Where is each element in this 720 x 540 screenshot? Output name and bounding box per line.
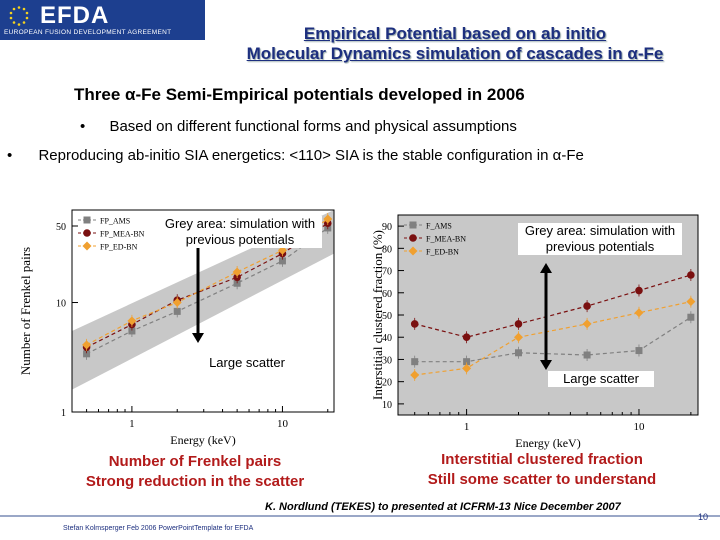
x-tick-label: 10	[633, 421, 645, 433]
bullet-text: Based on different functional forms and …	[109, 118, 517, 135]
y-tick-label: 10	[382, 400, 392, 411]
right-plot-caption: Interstitial clustered fraction Still so…	[392, 450, 692, 490]
series-line	[86, 227, 329, 355]
data-point	[173, 307, 181, 315]
right-caption-line-2: Still some scatter to understand	[427, 471, 657, 488]
y-tick-label: 50	[56, 222, 66, 233]
legend-entry: FP_MEA-BN	[100, 230, 145, 239]
legend-entry: F_ED-BN	[426, 248, 459, 257]
y-tick-label: 60	[382, 289, 392, 300]
y-tick-label: 90	[382, 222, 392, 233]
data-point	[687, 313, 695, 321]
legend-entry: FP_ED-BN	[100, 243, 138, 252]
legend-marker	[82, 241, 92, 251]
data-point	[410, 320, 419, 328]
data-point	[583, 302, 591, 310]
footer-text: Stefan Kolmsperger Feb 2006 PowerPointTe…	[63, 525, 254, 532]
series-line	[86, 222, 329, 348]
bullet-text: Reproducing ab-initio SIA energetics: <1…	[38, 147, 584, 164]
data-point	[410, 370, 420, 380]
x-tick-label: 1	[129, 418, 135, 430]
legend-marker	[408, 246, 418, 256]
x-tick-label: 1	[464, 421, 470, 433]
scatter-arrow-head-down	[192, 333, 204, 343]
y-tick-label: 20	[382, 378, 392, 389]
data-point	[277, 245, 287, 255]
y-tick-label: 80	[382, 244, 392, 255]
left-plot-annotation: Grey area: simulation with previous pote…	[158, 216, 322, 248]
data-point	[82, 340, 92, 350]
data-point	[128, 327, 136, 335]
data-point	[635, 347, 643, 355]
page-number: 10	[698, 512, 709, 522]
y-tick-label: 70	[382, 267, 392, 278]
bullet-functional-forms: • Based on different functional forms an…	[80, 118, 517, 135]
y-tick-label: 10	[56, 299, 66, 310]
data-point	[83, 350, 91, 358]
data-point	[278, 257, 286, 265]
series-line	[414, 316, 692, 363]
legend-marker	[83, 229, 91, 237]
series-line	[414, 274, 692, 338]
y-tick-label: 30	[382, 355, 392, 366]
x-tick-label: 10	[277, 418, 289, 430]
data-point	[514, 349, 522, 357]
left-caption-line-1: Number of Frenkel pairs	[108, 453, 282, 470]
legend-entry: F_AMS	[426, 222, 452, 231]
x-axis-label: Energy (keV)	[515, 436, 580, 450]
right-caption-line-1: Interstitial clustered fraction	[441, 451, 643, 468]
legend-entry: FP_AMS	[100, 217, 130, 226]
y-axis-label: Interstitial clustered fraction (%)	[370, 230, 385, 400]
data-point	[462, 363, 472, 373]
data-point	[687, 271, 695, 279]
y-tick-label: 1	[61, 408, 66, 419]
scatter-arrow-head-up	[540, 263, 552, 273]
logo-subtitle: EUROPEAN FUSION DEVELOPMENT AGREEMENT	[4, 29, 172, 36]
y-tick-label: 40	[382, 333, 392, 344]
data-point	[583, 351, 591, 359]
logo-text: EFDA	[40, 2, 110, 29]
data-point	[232, 267, 242, 277]
legend-marker	[409, 234, 417, 242]
right-plot-scatter-note: Large scatter	[548, 371, 654, 387]
right-plot-annotation: Grey area: simulation with previous pote…	[518, 223, 682, 255]
bullet-ab-initio: • Reproducing ab-initio SIA energetics: …	[7, 147, 584, 164]
data-point	[634, 308, 644, 318]
legend-marker	[409, 221, 417, 229]
left-caption-line-2: Strong reduction in the scatter	[85, 473, 305, 490]
footer-divider	[0, 515, 720, 517]
header-logo-band	[0, 0, 205, 40]
title-line-2: Molecular Dynamics simulation of cascade…	[246, 44, 664, 63]
data-point	[462, 333, 471, 342]
eu-stars-icon	[9, 6, 29, 26]
legend-entry: F_MEA-BN	[426, 235, 466, 244]
data-point	[127, 316, 137, 326]
page-title: Empirical Potential based on ab initio M…	[205, 24, 705, 64]
data-point	[172, 298, 182, 308]
data-point	[635, 286, 643, 295]
x-axis-label: Energy (keV)	[170, 433, 235, 447]
left-plot-scatter-note: Large scatter	[195, 355, 299, 371]
y-tick-label: 50	[382, 311, 392, 322]
data-point	[514, 320, 523, 328]
data-point	[686, 297, 696, 307]
data-point	[411, 358, 419, 366]
left-plot-caption: Number of Frenkel pairs Strong reduction…	[45, 452, 345, 492]
data-point	[582, 319, 592, 329]
frenkel-pairs-chart: 1 10 1 10 50 Energy (keV) Number of Frenkel pa…	[18, 209, 335, 447]
plot-frame	[71, 209, 335, 413]
bullet-dot: •	[7, 147, 13, 164]
data-point	[463, 358, 471, 366]
scatter-arrow-head-down	[540, 360, 552, 370]
y-axis-label: Number of Frenkel pairs	[18, 247, 33, 375]
data-point	[513, 332, 523, 342]
title-line-1: Empirical Potential based on ab initio	[303, 24, 607, 43]
series-line	[414, 301, 691, 376]
subheading: Three α-Fe Semi-Empirical potentials dev…	[74, 85, 525, 104]
bullet-dot: •	[80, 118, 86, 135]
legend-marker	[83, 216, 91, 224]
credit-line: K. Nordlund (TEKES) to presented at ICFR…	[265, 501, 621, 513]
data-point	[323, 214, 333, 224]
